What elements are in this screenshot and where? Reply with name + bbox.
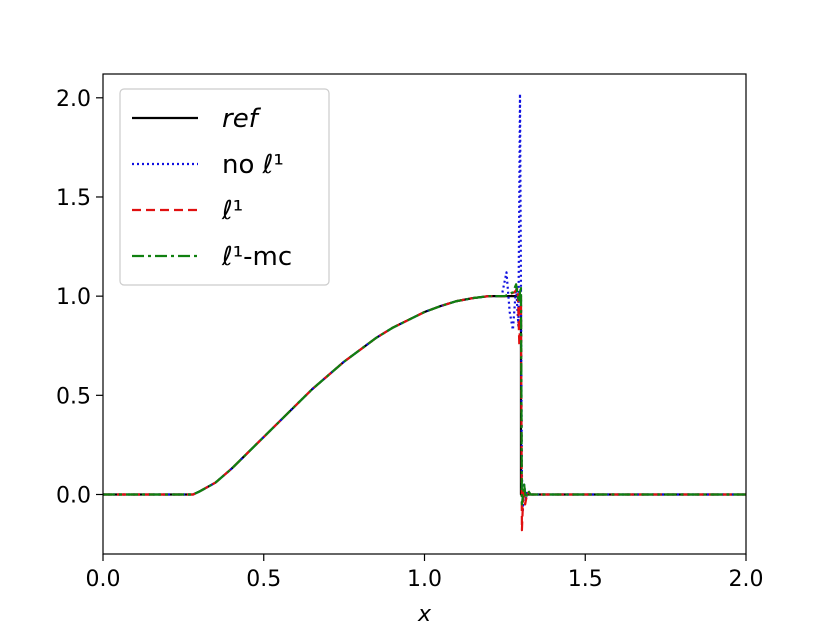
legend-label-0: ref xyxy=(222,104,262,134)
series-line-3 xyxy=(103,283,746,506)
y-tick-label: 1.0 xyxy=(56,285,91,310)
x-tick-label: 1.0 xyxy=(407,567,442,592)
series-line-0 xyxy=(103,295,746,496)
legend-box xyxy=(119,88,330,286)
axes-layer: 0.0 0.5 1.0 1.5 2.0 0.0 0.5 1.0 1.5 2.0 xyxy=(56,87,764,592)
y-tick-label: 2.0 xyxy=(56,87,91,112)
y-tick-label: 0.5 xyxy=(56,384,91,409)
legend-label-3: ℓ¹-mc xyxy=(221,242,292,272)
x-tick-label: 1.5 xyxy=(568,567,603,592)
legend-label-1: no ℓ¹ xyxy=(222,150,284,180)
series-layer xyxy=(103,92,746,532)
legend: ref no ℓ¹ ℓ¹ ℓ¹-mc xyxy=(119,88,330,286)
y-tick-label: 1.5 xyxy=(56,186,91,211)
y-tick-label: 0.0 xyxy=(56,483,91,508)
x-axis-label: x xyxy=(417,602,432,623)
legend-label-2: ℓ¹ xyxy=(221,196,243,226)
x-tick-label: 0.0 xyxy=(86,567,121,592)
x-tick-label: 2.0 xyxy=(729,567,764,592)
x-tick-label: 0.5 xyxy=(246,567,281,592)
